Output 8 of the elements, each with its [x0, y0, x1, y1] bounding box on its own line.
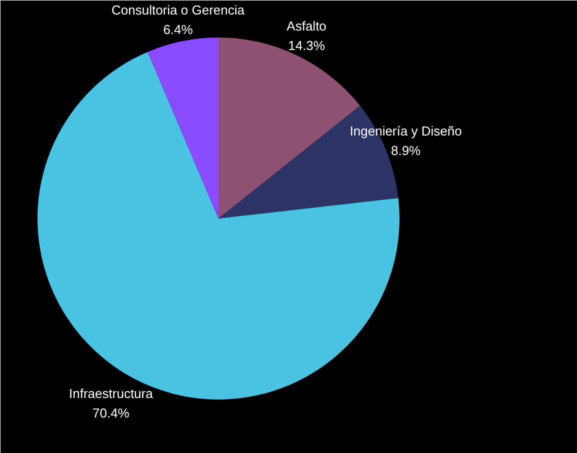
slice-label: Infraestructura	[69, 386, 154, 401]
data-label: 14.3%	[288, 38, 326, 54]
slice-label: Consultoria o Gerencia	[112, 2, 246, 18]
data-label: 6.4%	[163, 22, 194, 38]
data-label: 70.4%	[92, 405, 130, 420]
data-label: 8.9%	[390, 143, 422, 158]
slice-label: Asfalto	[286, 18, 326, 34]
slice-label: Ingeniería y Diseño	[350, 124, 462, 139]
